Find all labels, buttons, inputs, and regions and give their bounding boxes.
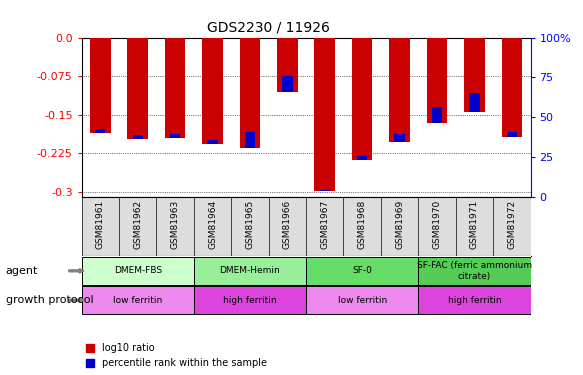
Bar — [469, 93, 480, 112]
Text: DMEM-FBS: DMEM-FBS — [114, 266, 162, 275]
Bar — [82, 286, 194, 314]
Text: GSM81964: GSM81964 — [208, 200, 217, 249]
Text: SF-0: SF-0 — [352, 266, 372, 275]
Text: high ferritin: high ferritin — [448, 296, 501, 305]
Bar — [314, 38, 335, 191]
Bar — [419, 257, 531, 285]
Bar — [95, 129, 106, 133]
Text: GSM81969: GSM81969 — [395, 200, 404, 249]
Text: GSM81966: GSM81966 — [283, 200, 292, 249]
Bar — [208, 140, 217, 144]
Bar — [419, 286, 531, 314]
Text: GDS2230 / 11926: GDS2230 / 11926 — [207, 21, 329, 34]
Text: growth protocol: growth protocol — [6, 295, 93, 305]
Bar — [277, 38, 298, 92]
Bar — [432, 106, 442, 123]
Bar — [389, 38, 410, 142]
Text: GSM81962: GSM81962 — [134, 200, 142, 249]
Text: DMEM-Hemin: DMEM-Hemin — [220, 266, 280, 275]
Text: GSM81968: GSM81968 — [358, 200, 367, 249]
Bar — [507, 132, 517, 137]
Bar — [357, 156, 367, 160]
Text: low ferritin: low ferritin — [338, 296, 387, 305]
Bar — [464, 38, 484, 112]
Bar — [170, 134, 180, 138]
Bar — [132, 135, 143, 139]
Bar — [165, 38, 185, 138]
Bar — [319, 190, 330, 191]
Bar — [306, 257, 419, 285]
Text: GSM81970: GSM81970 — [433, 200, 441, 249]
Text: SF-FAC (ferric ammonium
citrate): SF-FAC (ferric ammonium citrate) — [417, 261, 532, 280]
Text: GSM81961: GSM81961 — [96, 200, 105, 249]
Bar — [306, 286, 419, 314]
Text: GSM81972: GSM81972 — [507, 200, 517, 249]
Text: high ferritin: high ferritin — [223, 296, 277, 305]
Bar — [128, 38, 148, 139]
Bar — [194, 257, 306, 285]
Text: agent: agent — [6, 266, 38, 276]
Bar — [245, 132, 255, 148]
Legend: log10 ratio, percentile rank within the sample: log10 ratio, percentile rank within the … — [86, 344, 267, 368]
Bar — [194, 286, 306, 314]
Bar — [282, 76, 293, 92]
Text: GSM81963: GSM81963 — [171, 200, 180, 249]
Bar — [90, 38, 111, 133]
Bar — [82, 257, 194, 285]
Bar — [501, 38, 522, 137]
Text: low ferritin: low ferritin — [113, 296, 162, 305]
Bar — [427, 38, 447, 123]
Text: GSM81971: GSM81971 — [470, 200, 479, 249]
Bar — [240, 38, 260, 148]
Bar — [202, 38, 223, 144]
Text: GSM81965: GSM81965 — [245, 200, 254, 249]
Bar — [352, 38, 373, 160]
Text: GSM81967: GSM81967 — [320, 200, 329, 249]
Bar — [395, 134, 405, 142]
